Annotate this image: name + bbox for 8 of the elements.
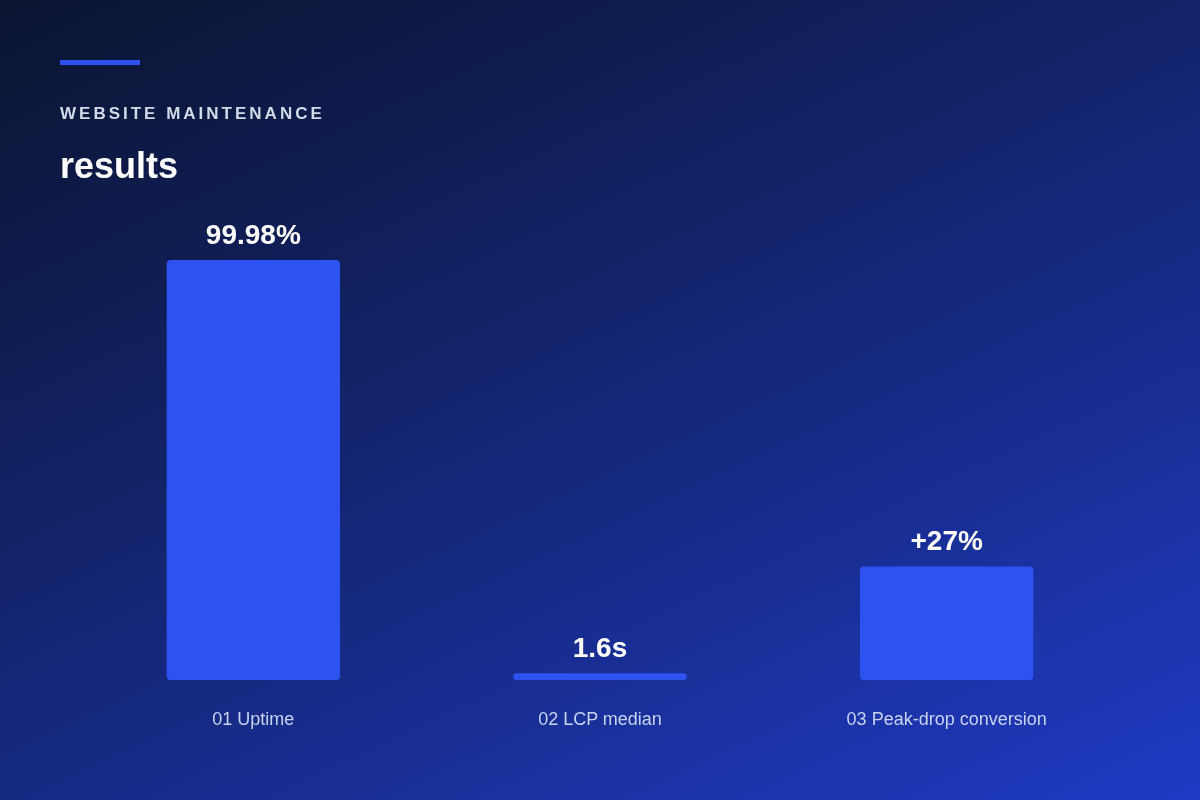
data-label: 99.98% bbox=[205, 218, 301, 250]
data-label: 1.6s bbox=[572, 631, 628, 663]
x-tick-label: 03 Peak-drop conversion bbox=[846, 709, 1047, 729]
data-label: +27% bbox=[910, 525, 983, 557]
x-tick-label: 02 LCP median bbox=[538, 709, 662, 729]
x-tick-label: 01 Uptime bbox=[212, 709, 295, 729]
chart-title: results bbox=[60, 145, 179, 187]
chart-subtitle: WEBSITE MAINTENANCE bbox=[60, 104, 325, 124]
